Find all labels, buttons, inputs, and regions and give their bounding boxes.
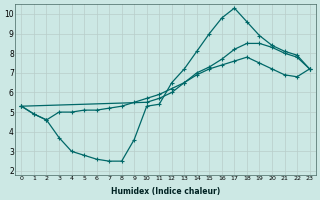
X-axis label: Humidex (Indice chaleur): Humidex (Indice chaleur) bbox=[111, 187, 220, 196]
